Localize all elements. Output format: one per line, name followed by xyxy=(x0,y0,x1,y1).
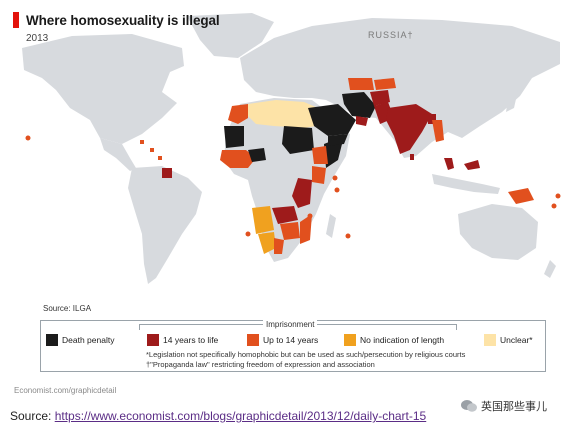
watermark-text: 英国那些事儿 xyxy=(481,401,547,413)
legend-footnote-2: †"Propaganda law" restricting freedom of… xyxy=(146,360,375,369)
land-south-america xyxy=(128,166,202,284)
legend-footnote-1: *Legislation not specifically homophobic… xyxy=(146,350,466,359)
region-zimbabwe xyxy=(280,222,300,240)
source-link[interactable]: https://www.economist.com/blogs/graphicd… xyxy=(54,409,427,423)
land-uk xyxy=(248,58,254,72)
island-marker-4 xyxy=(345,233,351,239)
region-yemen xyxy=(328,134,348,146)
legend-label: Up to 14 years xyxy=(263,335,319,345)
region-ethiopia xyxy=(312,146,328,164)
legend-label: Death penalty xyxy=(62,335,115,345)
data-source-note: Source: ILGA xyxy=(43,304,92,313)
region-ghana xyxy=(238,156,244,166)
region-iran xyxy=(342,92,376,118)
legend-item-death-penalty: Death penalty xyxy=(46,334,114,346)
land-australia xyxy=(458,204,538,260)
region-caribbean-1 xyxy=(140,140,144,144)
region-gulf xyxy=(356,116,368,126)
region-angola xyxy=(252,206,274,234)
region-morocco xyxy=(228,104,248,124)
legend-item-unclear: Unclear* xyxy=(484,334,533,346)
land-central-america xyxy=(100,138,136,171)
world-map-svg xyxy=(22,13,561,284)
region-malaysia xyxy=(444,158,454,170)
legend-item-14-years-to-life: 14 years to life xyxy=(147,334,218,346)
legend-swatch xyxy=(247,334,259,346)
region-saudi-arabia xyxy=(308,104,356,136)
region-central-asia xyxy=(348,78,374,90)
region-afghanistan xyxy=(370,90,390,106)
legend-swatch xyxy=(46,334,58,346)
land-eurasia xyxy=(240,18,560,158)
region-nigeria-north xyxy=(248,148,266,162)
region-caribbean-3 xyxy=(158,156,162,160)
land-north-america xyxy=(22,34,184,144)
region-mauritania xyxy=(224,126,244,148)
region-guyana xyxy=(162,168,172,178)
legend-label: 14 years to life xyxy=(163,335,219,345)
legend-swatch xyxy=(484,334,496,346)
island-marker-8 xyxy=(551,203,557,209)
legend-label: Unclear* xyxy=(500,335,533,345)
legend-swatch xyxy=(344,334,356,346)
region-sudan xyxy=(282,126,314,154)
legend-label: No indication of length xyxy=(360,335,445,345)
region-sri-lanka xyxy=(410,154,414,160)
wechat-watermark: 英国那些事儿 xyxy=(461,398,547,414)
island-marker-5 xyxy=(245,231,251,237)
legend-item-up-to-14-years: Up to 14 years xyxy=(247,334,318,346)
region-kenya xyxy=(312,166,326,184)
wechat-icon xyxy=(461,400,477,412)
map-figure: Where homosexuality is illegal 2013 RUSS… xyxy=(6,4,562,380)
land-indonesia xyxy=(432,174,500,194)
region-caribbean-2 xyxy=(150,148,154,152)
island-marker-2 xyxy=(334,187,340,193)
land-japan xyxy=(506,86,518,112)
world-map xyxy=(12,8,568,318)
land-greenland xyxy=(187,13,274,58)
island-marker-6 xyxy=(25,135,31,141)
island-marker-7 xyxy=(555,193,561,199)
region-borneo-malaysia xyxy=(464,160,480,170)
legend-item-no-indication: No indication of length xyxy=(344,334,444,346)
island-marker-3 xyxy=(307,213,313,219)
source-line: Source: https://www.economist.com/blogs/… xyxy=(10,409,426,423)
region-mozambique xyxy=(300,214,312,244)
russia-label: RUSSIA† xyxy=(368,30,414,40)
map-year: 2013 xyxy=(26,33,49,44)
region-namibia xyxy=(258,232,276,254)
island-marker-1 xyxy=(332,175,338,181)
legend-group-label: Imprisonment xyxy=(263,320,318,329)
region-east-africa-long xyxy=(292,178,312,208)
region-papua-new-guinea xyxy=(508,188,534,204)
land-africa xyxy=(224,98,350,262)
region-botswana xyxy=(274,238,284,254)
region-zambia xyxy=(272,206,298,224)
source-prefix: Source: xyxy=(10,409,55,423)
region-uzbekistan xyxy=(374,78,396,90)
region-india xyxy=(386,104,432,154)
land-madagascar xyxy=(326,214,336,238)
land-new-zealand xyxy=(544,260,556,278)
accent-bar xyxy=(13,12,19,28)
region-myanmar xyxy=(432,120,444,142)
region-north-africa-unclear xyxy=(248,100,318,128)
legend-swatch xyxy=(147,334,159,346)
map-title: Where homosexuality is illegal xyxy=(26,13,220,28)
economist-credit: Economist.com/graphicdetail xyxy=(14,386,117,395)
